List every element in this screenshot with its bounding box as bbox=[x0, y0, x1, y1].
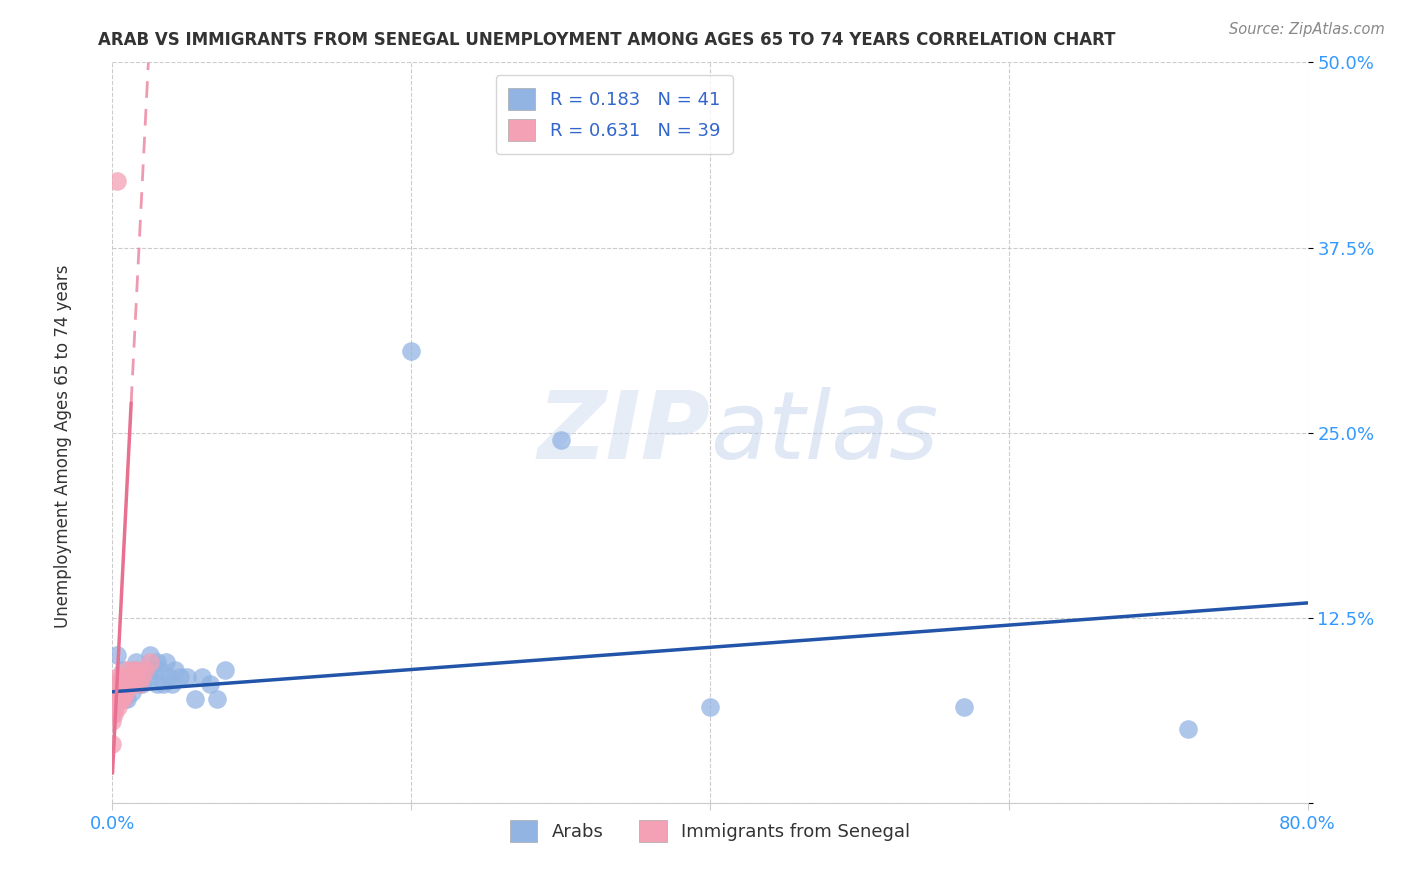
Point bbox=[128, 677, 150, 691]
Point bbox=[103, 706, 125, 721]
Point bbox=[401, 344, 423, 359]
Point bbox=[101, 677, 124, 691]
Point bbox=[128, 677, 150, 691]
Point bbox=[122, 663, 145, 677]
Point bbox=[101, 714, 124, 729]
Point bbox=[105, 648, 128, 662]
Point bbox=[111, 670, 134, 684]
Point bbox=[103, 685, 125, 699]
Point bbox=[105, 685, 128, 699]
Point bbox=[111, 692, 134, 706]
Point bbox=[110, 692, 132, 706]
Text: atlas: atlas bbox=[710, 387, 938, 478]
Point bbox=[120, 670, 142, 684]
Point bbox=[214, 663, 236, 677]
Point bbox=[134, 663, 156, 677]
Point bbox=[107, 677, 129, 691]
Point bbox=[115, 670, 138, 684]
Point bbox=[101, 706, 124, 721]
Point bbox=[131, 677, 153, 691]
Point bbox=[699, 699, 721, 714]
Point bbox=[105, 692, 128, 706]
Point bbox=[120, 670, 142, 684]
Point bbox=[139, 655, 162, 669]
Point bbox=[108, 692, 131, 706]
Point bbox=[108, 677, 131, 691]
Point bbox=[107, 699, 129, 714]
Point bbox=[146, 677, 169, 691]
Point bbox=[115, 677, 138, 691]
Point bbox=[121, 677, 143, 691]
Point bbox=[125, 655, 148, 669]
Point bbox=[155, 655, 177, 669]
Point bbox=[104, 677, 127, 691]
Point bbox=[117, 692, 139, 706]
Point bbox=[114, 670, 135, 684]
Point bbox=[146, 655, 169, 669]
Text: ARAB VS IMMIGRANTS FROM SENEGAL UNEMPLOYMENT AMONG AGES 65 TO 74 YEARS CORRELATI: ARAB VS IMMIGRANTS FROM SENEGAL UNEMPLOY… bbox=[98, 31, 1116, 49]
Point bbox=[121, 685, 143, 699]
Point bbox=[111, 663, 134, 677]
Point bbox=[139, 648, 162, 662]
Point bbox=[118, 670, 141, 684]
Point bbox=[114, 685, 135, 699]
Point bbox=[101, 685, 124, 699]
Point bbox=[107, 692, 129, 706]
Point bbox=[198, 677, 221, 691]
Point bbox=[105, 174, 128, 188]
Point bbox=[134, 663, 156, 677]
Point bbox=[183, 692, 205, 706]
Point bbox=[101, 677, 124, 691]
Point bbox=[1177, 722, 1199, 736]
Point bbox=[101, 692, 124, 706]
Point bbox=[143, 663, 166, 677]
Point bbox=[124, 670, 146, 684]
Point bbox=[124, 663, 146, 677]
Point bbox=[125, 663, 148, 677]
Point bbox=[117, 677, 139, 691]
Point bbox=[162, 677, 183, 691]
Point bbox=[176, 670, 198, 684]
Point bbox=[115, 685, 138, 699]
Point bbox=[953, 699, 976, 714]
Point bbox=[152, 677, 174, 691]
Point bbox=[149, 663, 172, 677]
Point bbox=[131, 670, 153, 684]
Point bbox=[114, 692, 135, 706]
Point bbox=[165, 663, 187, 677]
Point bbox=[157, 670, 180, 684]
Point bbox=[110, 670, 132, 684]
Point bbox=[101, 692, 124, 706]
Point bbox=[117, 663, 139, 677]
Point bbox=[101, 737, 124, 751]
Point bbox=[550, 433, 572, 447]
Text: Source: ZipAtlas.com: Source: ZipAtlas.com bbox=[1229, 22, 1385, 37]
Point bbox=[169, 670, 191, 684]
Legend: Arabs, Immigrants from Senegal: Arabs, Immigrants from Senegal bbox=[503, 813, 917, 849]
Text: ZIP: ZIP bbox=[537, 386, 710, 479]
Point bbox=[104, 699, 127, 714]
Point bbox=[110, 692, 132, 706]
Point bbox=[205, 692, 228, 706]
Point bbox=[108, 677, 131, 691]
Text: Unemployment Among Ages 65 to 74 years: Unemployment Among Ages 65 to 74 years bbox=[55, 264, 72, 628]
Point bbox=[105, 670, 128, 684]
Point bbox=[139, 670, 162, 684]
Point bbox=[191, 670, 214, 684]
Point bbox=[101, 699, 124, 714]
Point bbox=[111, 685, 134, 699]
